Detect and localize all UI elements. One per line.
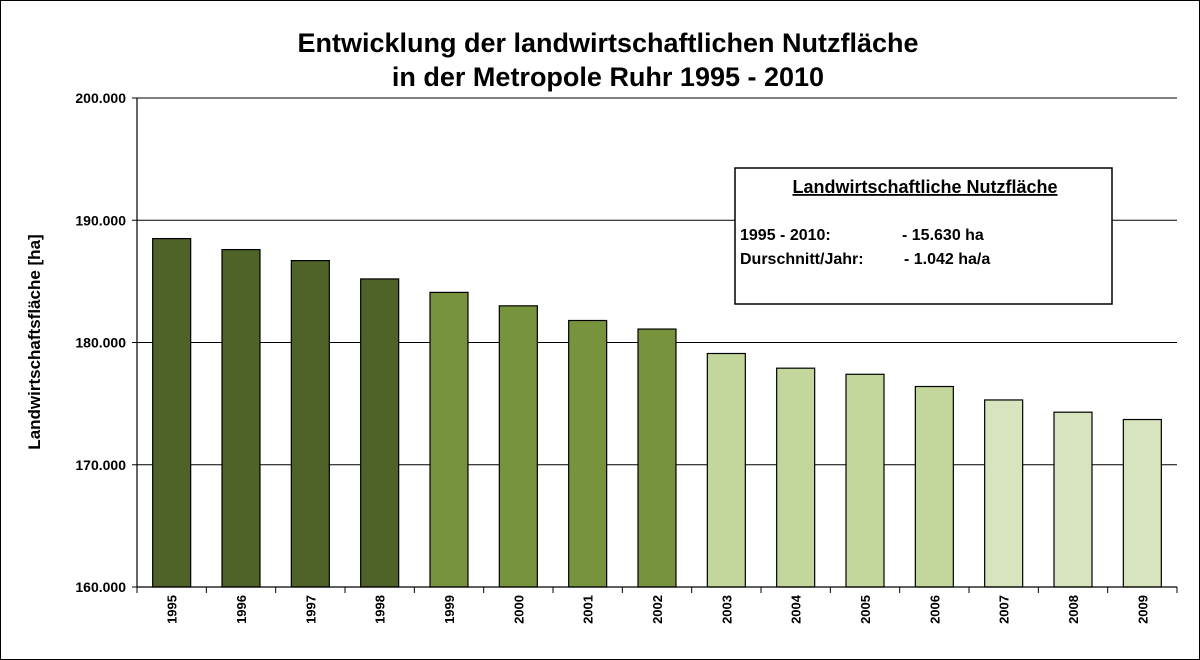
x-tick-label: 1998	[373, 595, 388, 624]
x-tick-labels: 1995 1996 1997 1998 1999 2000 2001 2002 2003 2004…	[165, 594, 1151, 624]
x-tick-label: 1997	[303, 595, 318, 624]
annotation-row1-label: 1995 - 2010:	[740, 227, 831, 244]
axes	[132, 97, 1178, 593]
x-tick-label: 2004	[789, 594, 804, 624]
bar-2006	[914, 385, 954, 588]
annotation-row2-value: - 1.042 ha/a	[904, 251, 990, 268]
bar-2000	[498, 305, 538, 588]
bar-2009	[1122, 418, 1162, 588]
x-tick-label: 1996	[234, 595, 249, 624]
annotation-row1-value: - 15.630 ha	[902, 227, 984, 244]
x-tick-label: 2000	[511, 595, 526, 624]
bar-1995	[152, 237, 192, 588]
annotation-frame	[734, 167, 1113, 305]
x-tick-label: 2002	[650, 595, 665, 624]
y-tick-labels: 160.000 170.000 180.000 190.000 200.000	[75, 90, 126, 595]
bar-1997	[290, 259, 330, 588]
y-tick-label: 160.000	[75, 579, 126, 595]
x-tick-label: 2001	[581, 595, 596, 624]
bar-2007	[984, 399, 1024, 588]
x-tick-label: 2009	[1135, 595, 1150, 624]
bar-2001	[568, 319, 608, 588]
y-tick-label: 190.000	[75, 212, 126, 228]
x-tick-label: 2006	[927, 595, 942, 624]
bar-1996	[221, 248, 261, 588]
x-tick-label: 2005	[858, 595, 873, 624]
x-tick-label: 2008	[1066, 595, 1081, 624]
y-axis-label: Landwirtschaftsfläche [ha]	[25, 234, 44, 449]
annotation-row2-label: Durschnitt/Jahr:	[740, 251, 864, 268]
chart-title-line-2: in der Metropole Ruhr 1995 - 2010	[392, 62, 824, 92]
bar-2005	[845, 373, 885, 588]
bar-1998	[360, 278, 400, 588]
bar-1999	[429, 291, 469, 588]
bar-2008	[1053, 411, 1093, 588]
x-tick-label: 2003	[719, 595, 734, 624]
bar-2002	[637, 328, 677, 588]
y-tick-label: 180.000	[75, 335, 126, 351]
annotation-box: Landwirtschaftliche Nutzfläche 1995 - 20…	[734, 167, 1113, 305]
x-tick-label: 1995	[165, 595, 180, 624]
chart-title-line-1: Entwicklung der landwirtschaftlichen Nut…	[297, 28, 918, 58]
bar-2003	[706, 352, 746, 588]
bar-2004	[776, 367, 816, 588]
y-tick-label: 170.000	[75, 457, 126, 473]
x-tick-label: 2007	[997, 595, 1012, 624]
y-tick-label: 200.000	[75, 90, 126, 106]
annotation-title: Landwirtschaftliche Nutzfläche	[792, 177, 1057, 197]
x-tick-label: 1999	[442, 595, 457, 624]
